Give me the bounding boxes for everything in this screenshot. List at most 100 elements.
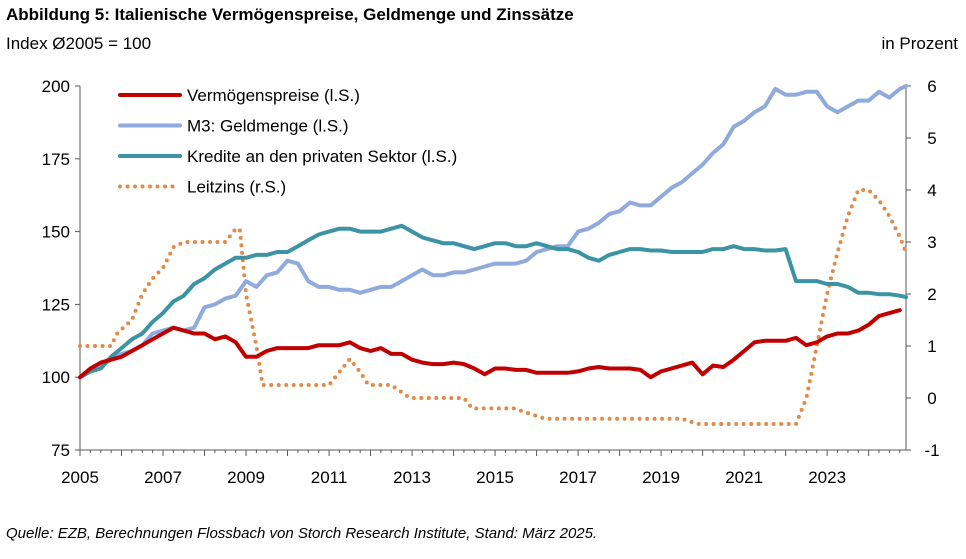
left-y-tick-label: 200: [42, 77, 70, 96]
asset-prices-point: [163, 333, 164, 334]
x-tick-label: 2007: [144, 468, 182, 487]
asset-prices-point: [360, 348, 361, 349]
policy-rate-point: [806, 398, 807, 399]
asset-prices-point: [671, 368, 672, 369]
policy-rate-point: [239, 229, 240, 230]
asset-prices-point: [194, 333, 195, 334]
credit-point: [194, 284, 195, 285]
policy-rate-point: [549, 418, 550, 419]
m3-point: [412, 275, 413, 276]
asset-prices-point: [775, 340, 776, 341]
policy-rate-point: [183, 242, 184, 243]
policy-rate-point: [690, 421, 691, 422]
asset-prices-point: [401, 353, 402, 354]
asset-prices-point: [422, 362, 423, 363]
m3-point: [906, 86, 907, 87]
credit-point: [225, 263, 226, 264]
asset-prices-point: [204, 333, 205, 334]
asset-prices-point: [899, 310, 900, 311]
policy-rate-point: [889, 216, 890, 217]
policy-rate-point: [463, 398, 464, 399]
m3-point: [536, 251, 537, 252]
credit-point: [432, 240, 433, 241]
credit-point: [868, 292, 869, 293]
x-tick-label: 2009: [227, 468, 265, 487]
credit-point: [329, 231, 330, 232]
m3-point: [702, 164, 703, 165]
m3-point: [546, 249, 547, 250]
x-tick-label: 2021: [725, 468, 763, 487]
right-y-tick-label: 4: [927, 181, 936, 200]
m3-point: [796, 94, 797, 95]
m3-point: [754, 112, 755, 113]
credit-point: [609, 254, 610, 255]
m3-point: [764, 106, 765, 107]
m3-point: [837, 112, 838, 113]
policy-rate-point: [368, 385, 369, 386]
asset-prices-point: [681, 365, 682, 366]
m3-point: [733, 126, 734, 127]
x-tick-label: 2011: [311, 468, 348, 487]
policy-rate-point: [899, 236, 900, 237]
asset-prices-point: [370, 350, 371, 351]
asset-prices-point: [858, 330, 859, 331]
m3-point: [806, 91, 807, 92]
policy-rate-point: [906, 252, 907, 253]
m3-point: [827, 106, 828, 107]
credit-point: [764, 250, 765, 251]
x-tick-label: 2019: [642, 468, 680, 487]
credit-point: [906, 297, 907, 298]
asset-prices-point: [754, 342, 755, 343]
asset-prices-point: [827, 336, 828, 337]
m3-point: [619, 211, 620, 212]
credit-point: [495, 243, 496, 244]
m3-point: [712, 152, 713, 153]
credit-point: [463, 246, 464, 247]
credit-point: [287, 251, 288, 252]
credit-point: [422, 237, 423, 238]
m3-point: [308, 281, 309, 282]
credit-point: [692, 251, 693, 252]
asset-prices-point: [142, 345, 143, 346]
policy-rate-point: [80, 346, 81, 347]
right-y-tick-label: 3: [927, 233, 936, 252]
credit-point: [546, 246, 547, 247]
m3-point: [899, 88, 900, 89]
policy-rate-point: [505, 408, 506, 409]
asset-prices-point: [453, 362, 454, 363]
line-chart: 75 100 125 150 175 200 -1 0 1 2 3 4 5 6 2005 2007 2009 20…: [42, 77, 940, 487]
m3-point: [505, 263, 506, 264]
credit-point: [308, 240, 309, 241]
credit-point: [671, 251, 672, 252]
credit-point: [796, 281, 797, 282]
credit-point: [131, 339, 132, 340]
credit-point: [640, 249, 641, 250]
credit-point: [723, 249, 724, 250]
asset-prices-point: [287, 348, 288, 349]
left-axis-unit-label: Index Ø2005 = 100: [6, 34, 152, 53]
asset-prices-point: [847, 333, 848, 334]
m3-point: [889, 97, 890, 98]
m3-point: [681, 182, 682, 183]
asset-prices-point: [246, 356, 247, 357]
m3-point: [318, 286, 319, 287]
right-y-tick-label: 6: [927, 77, 936, 96]
credit-point: [266, 254, 267, 255]
asset-prices-point: [640, 369, 641, 370]
asset-prices-point: [723, 367, 724, 368]
m3-point: [692, 173, 693, 174]
credit-point: [318, 234, 319, 235]
credit-point: [526, 246, 527, 247]
m3-point: [609, 214, 610, 215]
left-y-tick-label: 125: [42, 295, 70, 314]
asset-prices-point: [609, 368, 610, 369]
right-y-tick-label: 1: [927, 337, 936, 356]
credit-point: [443, 243, 444, 244]
policy-rate-point: [837, 252, 838, 253]
asset-prices-point: [277, 348, 278, 349]
policy-rate-point: [246, 294, 247, 295]
credit-point: [100, 368, 101, 369]
policy-rate-point: [360, 372, 361, 373]
credit-point: [391, 228, 392, 229]
credit-point: [173, 301, 174, 302]
